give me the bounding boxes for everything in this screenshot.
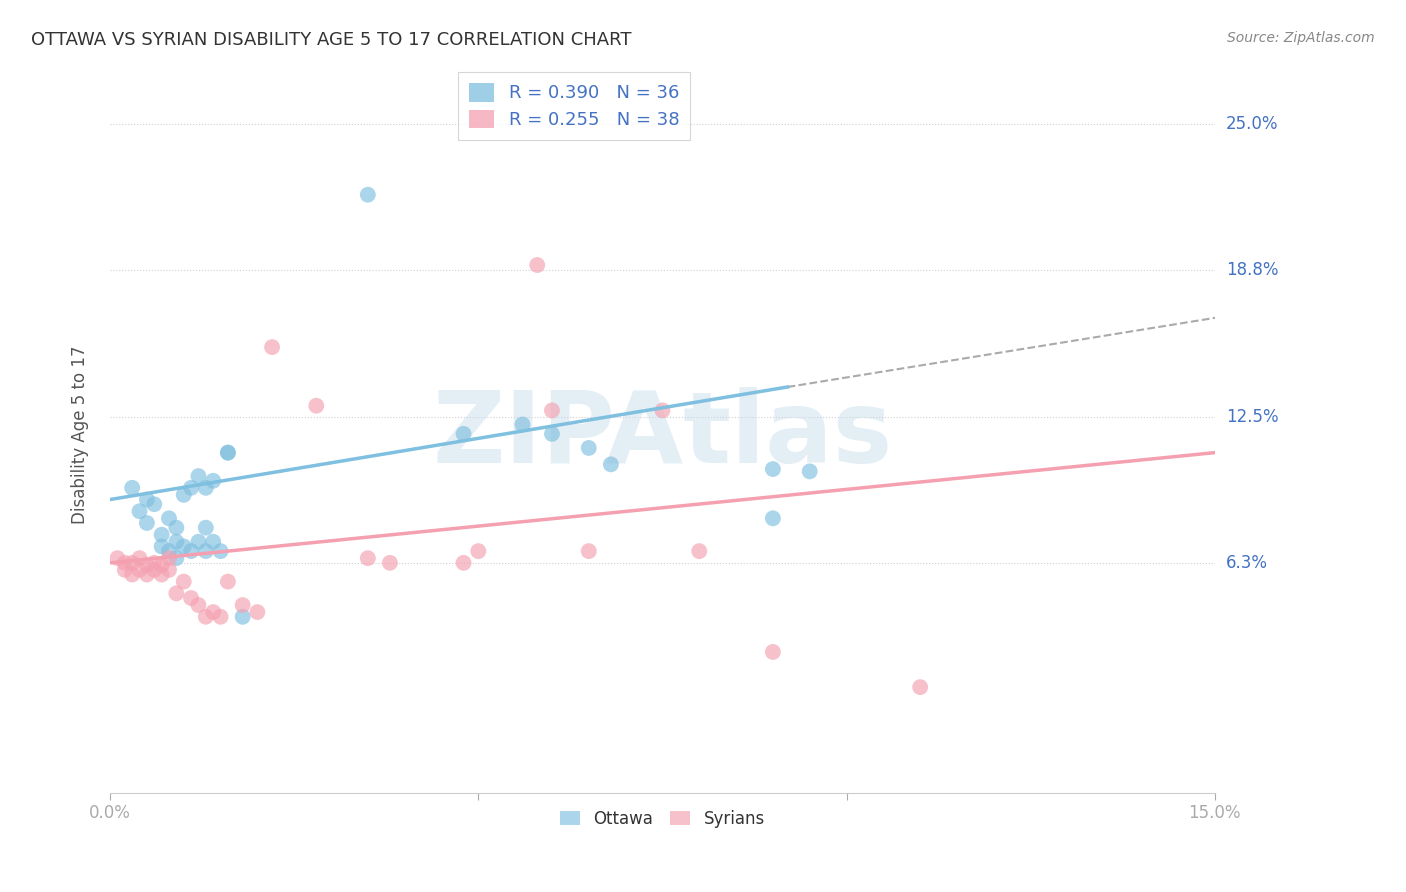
Point — [135, 567, 157, 582]
Point — [194, 609, 217, 624]
Point — [512, 417, 534, 432]
Point — [378, 556, 401, 570]
Point — [578, 441, 600, 455]
Text: ZIPAtlas: ZIPAtlas — [432, 386, 893, 483]
Point — [762, 462, 785, 476]
Point — [157, 511, 180, 525]
Point — [150, 567, 173, 582]
Y-axis label: Disability Age 5 to 17: Disability Age 5 to 17 — [72, 346, 89, 524]
Point — [453, 426, 475, 441]
Point — [107, 551, 129, 566]
Point — [202, 534, 225, 549]
Point — [209, 609, 232, 624]
Text: 25.0%: 25.0% — [1226, 115, 1278, 133]
Point — [762, 645, 785, 659]
Text: 12.5%: 12.5% — [1226, 409, 1278, 426]
Point — [194, 544, 217, 558]
Point — [651, 403, 673, 417]
Point — [165, 586, 187, 600]
Point — [128, 551, 150, 566]
Point — [157, 563, 180, 577]
Point — [143, 497, 166, 511]
Point — [173, 488, 195, 502]
Point — [194, 521, 217, 535]
Point — [150, 558, 173, 573]
Point — [232, 598, 254, 612]
Text: 18.8%: 18.8% — [1226, 260, 1278, 278]
Point — [157, 544, 180, 558]
Point — [180, 591, 202, 605]
Legend: Ottawa, Syrians: Ottawa, Syrians — [554, 803, 772, 834]
Point — [135, 558, 157, 573]
Point — [187, 534, 209, 549]
Point — [599, 458, 621, 472]
Point — [217, 574, 239, 589]
Point — [157, 551, 180, 566]
Point — [217, 445, 239, 459]
Point — [135, 516, 157, 530]
Point — [165, 521, 187, 535]
Point — [150, 527, 173, 541]
Point — [165, 551, 187, 566]
Point — [357, 187, 380, 202]
Point — [209, 544, 232, 558]
Point — [246, 605, 269, 619]
Text: Source: ZipAtlas.com: Source: ZipAtlas.com — [1227, 31, 1375, 45]
Point — [262, 340, 284, 354]
Point — [121, 567, 143, 582]
Point — [150, 540, 173, 554]
Point — [908, 680, 931, 694]
Point — [143, 556, 166, 570]
Point — [688, 544, 710, 558]
Point — [541, 403, 564, 417]
Point — [114, 563, 136, 577]
Point — [187, 469, 209, 483]
Point — [305, 399, 328, 413]
Point — [762, 511, 785, 525]
Text: OTTAWA VS SYRIAN DISABILITY AGE 5 TO 17 CORRELATION CHART: OTTAWA VS SYRIAN DISABILITY AGE 5 TO 17 … — [31, 31, 631, 49]
Point — [217, 445, 239, 459]
Point — [114, 556, 136, 570]
Point — [173, 574, 195, 589]
Point — [180, 544, 202, 558]
Point — [526, 258, 548, 272]
Point — [135, 492, 157, 507]
Point — [202, 605, 225, 619]
Point — [128, 563, 150, 577]
Point — [187, 598, 209, 612]
Point — [357, 551, 380, 566]
Point — [128, 504, 150, 518]
Point — [453, 556, 475, 570]
Text: 6.3%: 6.3% — [1226, 554, 1268, 572]
Point — [799, 464, 821, 478]
Point — [121, 556, 143, 570]
Point — [143, 563, 166, 577]
Point — [467, 544, 489, 558]
Point — [194, 481, 217, 495]
Point — [202, 474, 225, 488]
Point — [121, 481, 143, 495]
Point — [232, 609, 254, 624]
Point — [165, 534, 187, 549]
Point — [180, 481, 202, 495]
Point — [541, 426, 564, 441]
Point — [173, 540, 195, 554]
Point — [578, 544, 600, 558]
